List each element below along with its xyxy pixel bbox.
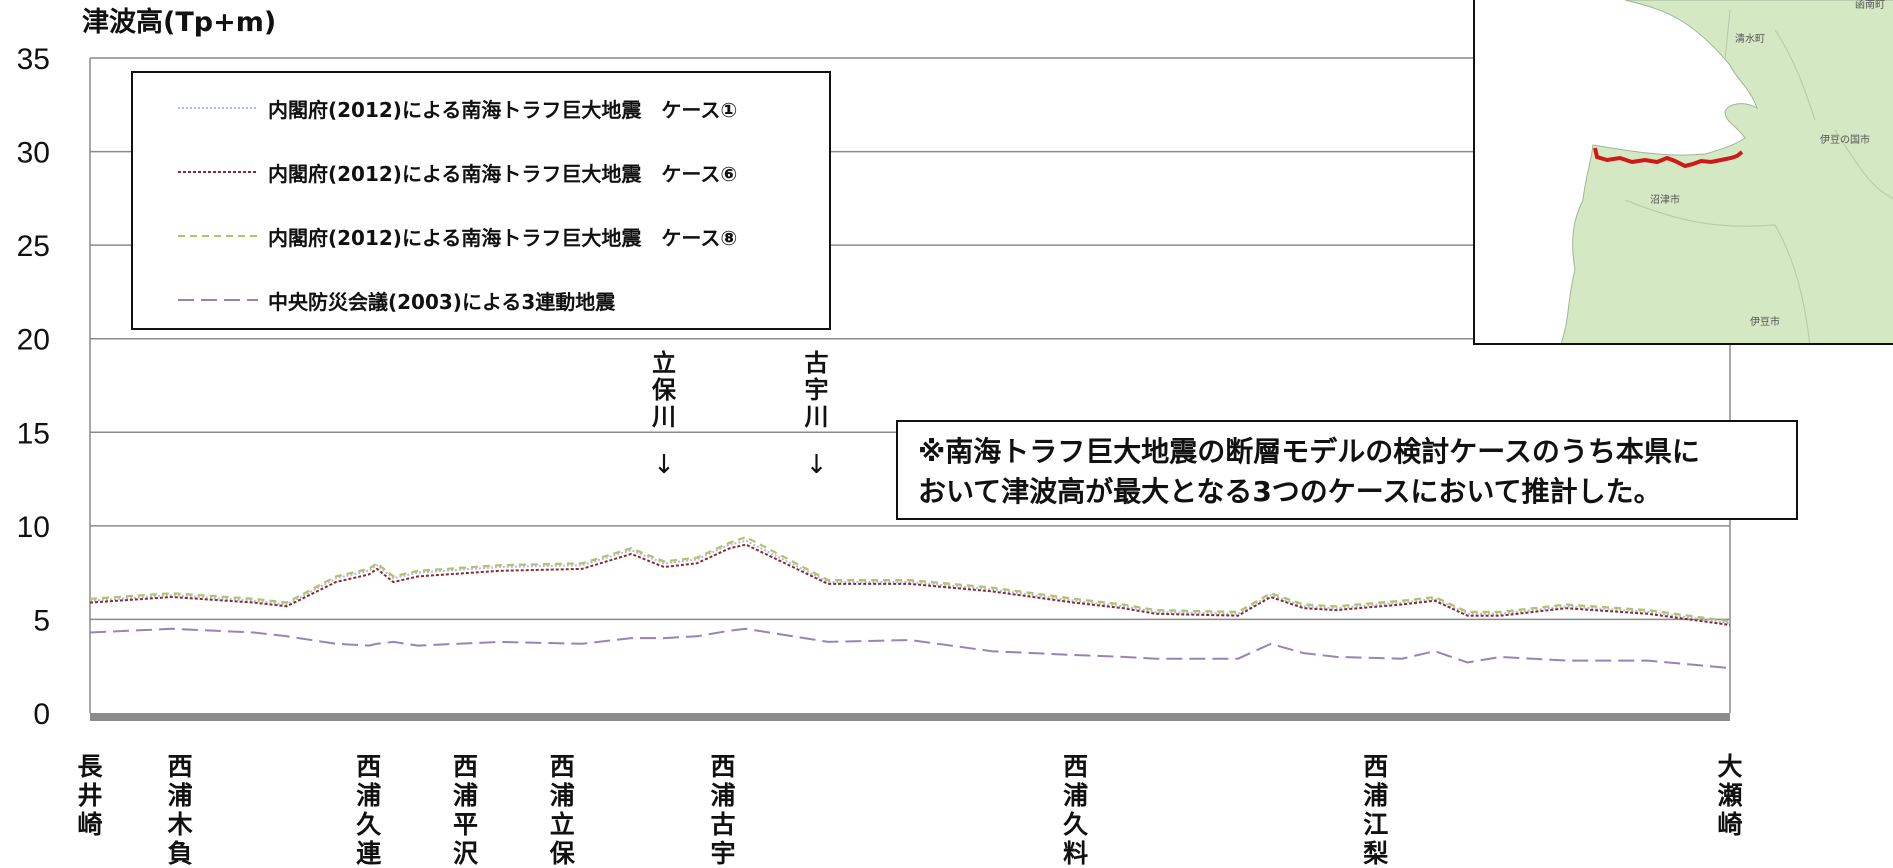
legend-swatch-central — [178, 299, 258, 301]
legend-item-case6: 内閣府(2012)による南海トラフ巨大地震 ケース⑥ — [178, 157, 737, 187]
river-label: 立保川 — [652, 349, 676, 431]
annotation-line-1: ※南海トラフ巨大地震の断層モデルの検討ケースのうち本県に — [918, 435, 1700, 468]
chart-legend: 内閣府(2012)による南海トラフ巨大地震 ケース① 内閣府(2012)による南… — [131, 71, 831, 330]
legend-label-central: 中央防災会議(2003)による3連動地震 — [268, 289, 616, 314]
legend-item-case8: 内閣府(2012)による南海トラフ巨大地震 ケース⑧ — [178, 221, 737, 251]
route-line — [1593, 147, 1744, 169]
inset-location-map: 清水町 伊豆の国市 沼津市 伊豆市 函南町 — [1473, 0, 1893, 345]
y-tick-label-10: 10 — [17, 511, 50, 544]
inset-label-izunokuni: 伊豆の国市 — [1820, 133, 1870, 146]
inset-label-shimizu: 清水町 — [1735, 32, 1765, 45]
series-line-4 — [89, 627, 1731, 670]
legend-label-case6: 内閣府(2012)による南海トラフ巨大地震 ケース⑥ — [268, 161, 738, 186]
legend-label-case8: 内閣府(2012)による南海トラフ巨大地震 ケース⑧ — [268, 225, 738, 250]
x-location-label: 西浦平沢 — [453, 752, 479, 868]
x-location-label: 西浦木負 — [167, 752, 193, 868]
y-tick-label-20: 20 — [17, 324, 50, 357]
x-location-label: 長井崎 — [77, 752, 103, 839]
inset-label-numazu: 沼津市 — [1650, 193, 1680, 206]
river-arrow-icon: ↓ — [653, 450, 675, 480]
inset-label-izu: 伊豆市 — [1750, 315, 1780, 328]
y-tick-label-35: 35 — [17, 43, 50, 76]
y-axis-title: 津波高(Tp+m) — [82, 7, 277, 38]
legend-swatch-case6 — [178, 171, 258, 173]
river-label: 古宇川 — [804, 349, 829, 431]
y-tick-label-30: 30 — [17, 137, 50, 170]
x-location-label: 大瀬崎 — [1717, 752, 1743, 839]
x-location-label: 西浦古宇 — [710, 752, 736, 868]
y-tick-label-25: 25 — [17, 230, 50, 263]
legend-swatch-case1 — [178, 107, 258, 109]
annotation-note: ※南海トラフ巨大地震の断層モデルの検討ケースのうち本県に おいて津波高が最大とな… — [896, 420, 1798, 520]
x-location-label: 西浦久連 — [356, 752, 382, 868]
annotation-line-2: おいて津波高が最大となる3つのケースにおいて推計した。 — [918, 475, 1662, 508]
series-line-1 — [89, 539, 1731, 625]
x-location-label: 西浦江梨 — [1363, 752, 1389, 868]
y-tick-label-5: 5 — [33, 604, 50, 637]
x-location-label: 西浦立保 — [549, 752, 575, 868]
legend-label-case1: 内閣府(2012)による南海トラフ巨大地震 ケース① — [268, 97, 738, 122]
legend-swatch-case8 — [178, 235, 258, 237]
y-tick-label-15: 15 — [17, 417, 50, 450]
inset-map-graphic: 清水町 伊豆の国市 沼津市 伊豆市 函南町 — [1475, 0, 1893, 343]
inset-label-kannami: 函南町 — [1855, 0, 1885, 11]
x-location-label: 西浦久料 — [1063, 752, 1089, 868]
legend-item-case1: 内閣府(2012)による南海トラフ巨大地震 ケース① — [178, 93, 737, 123]
river-arrow-icon: ↓ — [805, 450, 828, 480]
series-line-3 — [89, 535, 1731, 623]
x-axis-baseline — [90, 713, 1730, 721]
y-tick-label-0: 0 — [33, 698, 50, 731]
legend-item-central: 中央防災会議(2003)による3連動地震 — [178, 285, 615, 315]
